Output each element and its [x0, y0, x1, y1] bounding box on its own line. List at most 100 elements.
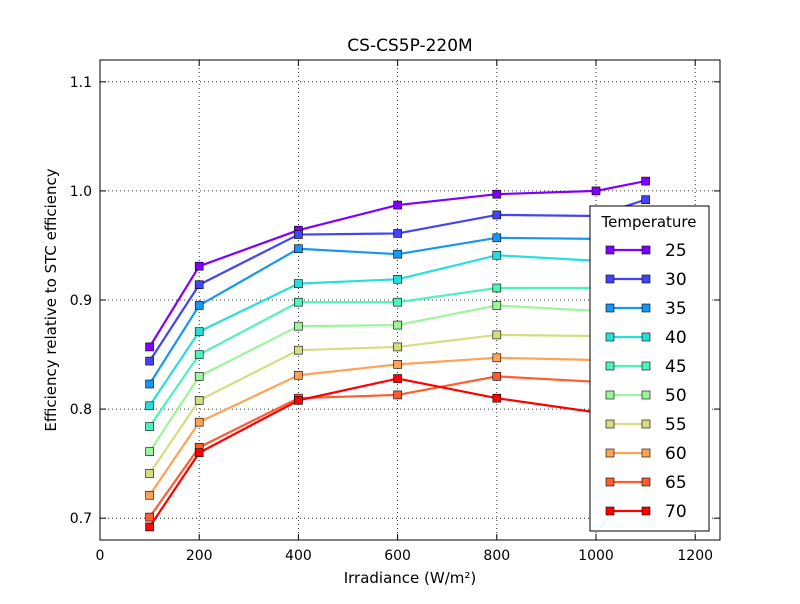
data-point [145, 469, 154, 478]
legend-item: 35 [605, 299, 687, 319]
x-tick-label: 1200 [677, 548, 713, 564]
legend-label: 50 [665, 386, 687, 406]
data-point [194, 372, 204, 381]
data-point [194, 350, 204, 359]
data-point [393, 297, 402, 307]
legend-label: 30 [665, 270, 687, 290]
legend-swatch-marker [605, 448, 615, 458]
data-point [194, 417, 204, 427]
data-point [294, 321, 303, 331]
data-point [393, 320, 402, 330]
legend: Temperature 25 30 35 40 45 50 55 60 65 70 [589, 205, 710, 532]
data-point [294, 230, 303, 239]
data-point [492, 210, 502, 220]
legend-swatch-marker [605, 419, 615, 429]
data-point [194, 448, 204, 458]
data-point [492, 301, 502, 310]
x-tick-label: 1000 [578, 548, 614, 564]
legend-swatch-marker [605, 361, 615, 371]
data-point [294, 396, 303, 405]
legend-item: 40 [605, 328, 687, 348]
x-tick-label: 800 [483, 548, 510, 564]
data-point [393, 229, 402, 238]
axis-ticks: 0 200 400 600 800 1000 1200 0.7 0.8 0.9 1.0 1.1 [70, 60, 720, 564]
x-tick-label: 200 [186, 548, 213, 564]
data-point [194, 327, 204, 336]
legend-swatch-marker [605, 274, 615, 284]
legend-label: 45 [665, 357, 687, 377]
legend-swatch-marker [641, 448, 651, 458]
legend-swatch-marker [641, 361, 651, 371]
data-point [294, 279, 303, 288]
legend-label: 70 [665, 502, 687, 522]
legend-swatch-marker [641, 477, 651, 487]
data-point [194, 301, 204, 310]
data-point [393, 342, 402, 352]
series-25 [145, 176, 650, 352]
data-point [492, 353, 502, 363]
data-point [194, 261, 204, 271]
y-axis-label: Efficiency relative to STC efficiency [42, 168, 60, 431]
data-point [492, 330, 502, 340]
legend-swatch-marker [641, 303, 651, 313]
data-point [145, 422, 154, 431]
x-tick-label: 600 [384, 548, 411, 564]
legend-item: 45 [605, 357, 687, 377]
data-point [591, 186, 601, 196]
data-point [145, 379, 154, 389]
legend-label: 40 [665, 328, 687, 348]
legend-swatch-marker [641, 390, 651, 400]
legend-swatch-marker [641, 245, 651, 255]
y-tick-label: 1.0 [70, 184, 92, 200]
legend-item: 50 [605, 386, 687, 406]
legend-item: 60 [605, 444, 687, 464]
legend-swatch-marker [641, 506, 651, 516]
data-point [145, 512, 154, 522]
data-point [145, 522, 154, 532]
data-point [492, 393, 502, 403]
data-point [393, 274, 402, 284]
data-point [393, 360, 402, 369]
legend-swatch-marker [641, 419, 651, 429]
data-point [145, 401, 154, 411]
legend-swatch-marker [605, 303, 615, 313]
legend-item: 30 [605, 270, 687, 290]
x-tick-label: 400 [285, 548, 312, 564]
legend-item: 25 [605, 241, 687, 261]
data-point [194, 280, 204, 290]
data-point [145, 447, 154, 456]
data-point [641, 195, 650, 204]
legend-title: Temperature [600, 213, 696, 231]
y-tick-label: 0.8 [70, 402, 92, 418]
legend-swatch-marker [605, 332, 615, 342]
y-tick-label: 0.9 [70, 293, 92, 309]
legend-item: 55 [605, 415, 687, 435]
data-point [393, 374, 402, 383]
legend-swatch-marker [641, 332, 651, 342]
legend-swatch-marker [605, 245, 615, 255]
legend-item: 70 [605, 502, 687, 522]
data-point [393, 249, 402, 259]
data-point [145, 490, 154, 500]
data-point [294, 370, 303, 380]
legend-swatch-marker [641, 274, 651, 284]
data-point [145, 342, 154, 352]
y-tick-label: 1.1 [70, 75, 92, 91]
legend-item: 65 [605, 473, 687, 493]
legend-label: 60 [665, 444, 687, 464]
legend-swatch-marker [605, 477, 615, 487]
legend-label: 35 [665, 299, 687, 319]
legend-label: 65 [665, 473, 687, 493]
data-point [641, 176, 650, 186]
data-point [492, 233, 502, 243]
data-point [194, 396, 204, 405]
data-point [294, 297, 303, 307]
legend-label: 55 [665, 415, 687, 435]
legend-swatch-marker [605, 390, 615, 400]
data-point [393, 390, 402, 400]
data-point [145, 356, 154, 366]
y-tick-label: 0.7 [70, 511, 92, 527]
data-point [294, 345, 303, 355]
legend-label: 25 [665, 241, 687, 261]
